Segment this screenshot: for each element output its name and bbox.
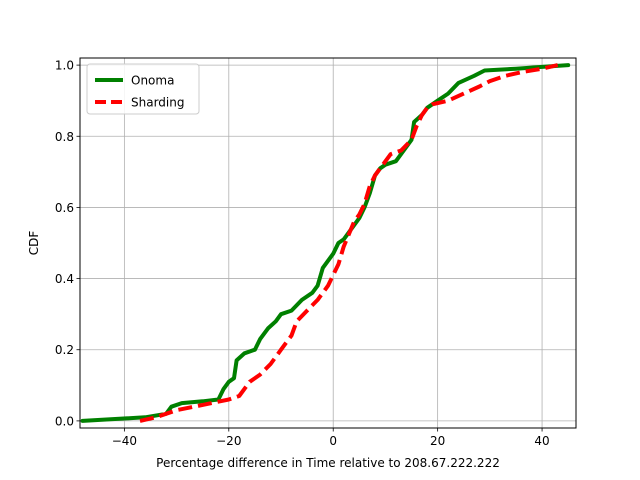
y-tick-label: 1.0: [55, 59, 74, 73]
legend-label-onoma: Onoma: [131, 74, 174, 88]
axes-frame: [79, 57, 577, 429]
series-layer: [80, 63, 571, 423]
x-tick-label: 40: [534, 434, 549, 448]
x-tick-label: −20: [216, 434, 241, 448]
y-tick-label: 0.4: [55, 272, 74, 286]
x-tick-label: 20: [430, 434, 445, 448]
grid-lines: [80, 58, 576, 428]
x-axis-ticks: −40 −20 0 20 40: [112, 428, 550, 448]
legend-label-sharding: Sharding: [131, 96, 184, 110]
y-axis-label: CDF: [27, 231, 41, 256]
y-tick-label: 0.0: [55, 414, 74, 428]
legend: Onoma Sharding: [86, 63, 200, 115]
y-tick-label: 0.6: [55, 201, 74, 215]
y-tick-label: 0.2: [55, 343, 74, 357]
plot-area: [80, 58, 576, 428]
x-axis-label: Percentage difference in Time relative t…: [156, 456, 500, 470]
y-tick-label: 0.8: [55, 130, 74, 144]
x-tick-label: 0: [329, 434, 337, 448]
series-line-sharding: [139, 63, 559, 423]
x-tick-label: −40: [112, 434, 137, 448]
series-line-onoma: [80, 63, 571, 423]
y-axis-ticks: 0.0 0.2 0.4 0.6 0.8 1.0: [55, 59, 80, 428]
